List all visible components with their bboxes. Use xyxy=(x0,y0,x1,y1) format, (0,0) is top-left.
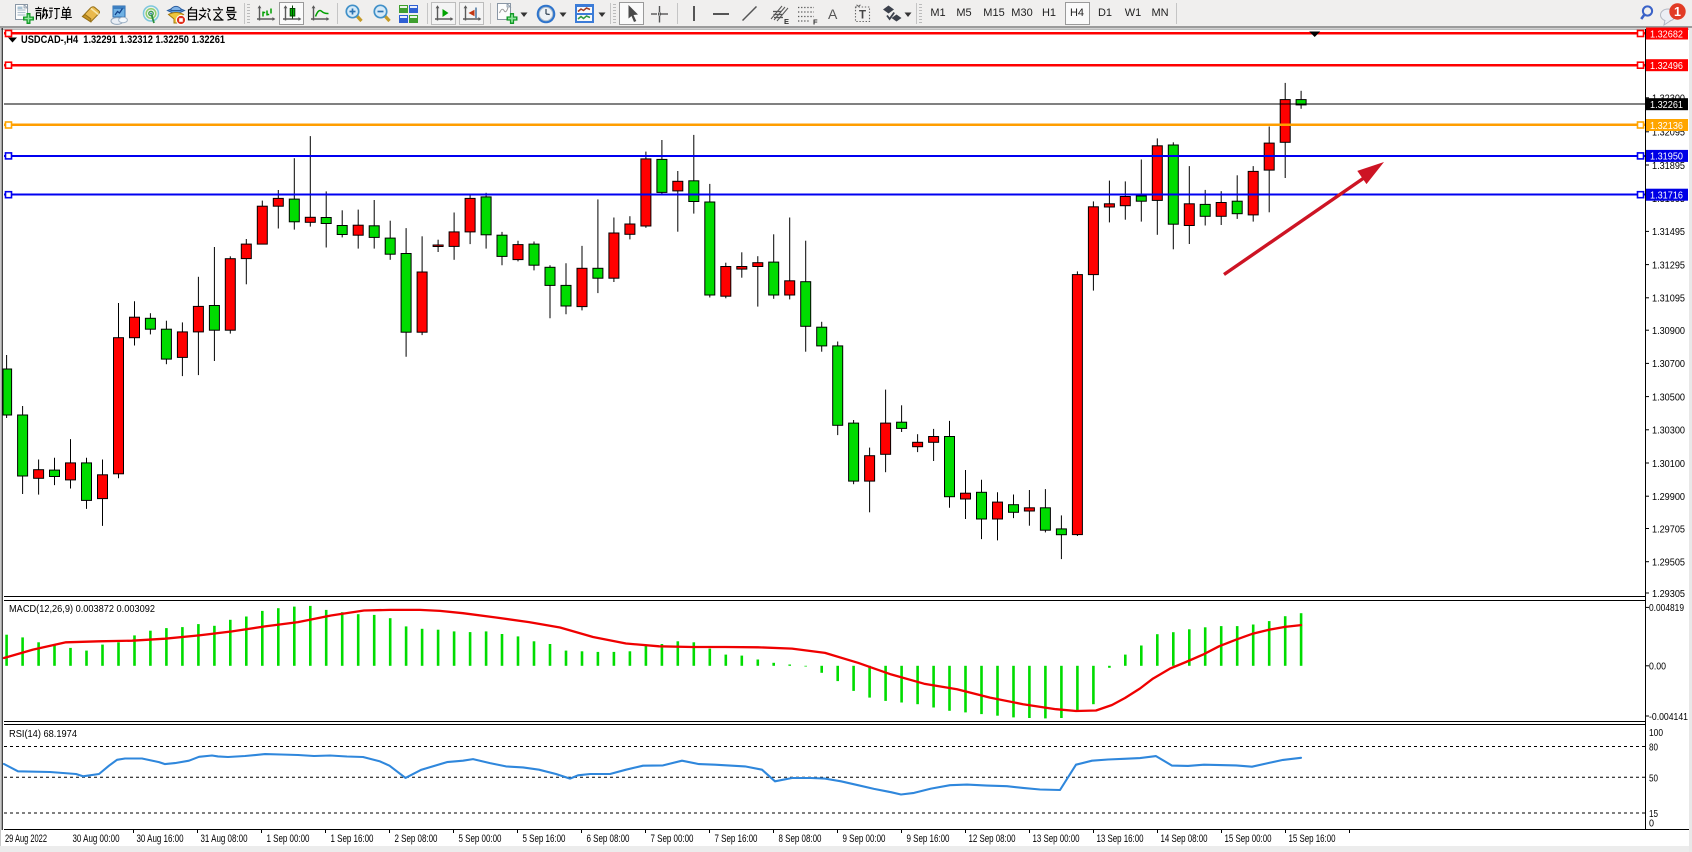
svg-text:50: 50 xyxy=(1649,772,1658,784)
svg-text:1.30700: 1.30700 xyxy=(1652,358,1685,370)
svg-text:0.00: 0.00 xyxy=(1649,661,1666,673)
svg-text:F: F xyxy=(813,18,818,26)
svg-text:E: E xyxy=(784,17,789,25)
svg-text:1.30300: 1.30300 xyxy=(1652,425,1685,437)
svg-text:MACD(12,26,9) 0.003872 0.00309: MACD(12,26,9) 0.003872 0.003092 xyxy=(9,603,155,615)
svg-text:31 Aug 08:00: 31 Aug 08:00 xyxy=(201,833,248,845)
svg-text:6 Sep 08:00: 6 Sep 08:00 xyxy=(587,833,630,845)
svg-text:5 Sep 16:00: 5 Sep 16:00 xyxy=(523,833,566,845)
svg-text:-0.004141: -0.004141 xyxy=(1649,711,1688,723)
svg-text:30 Aug 16:00: 30 Aug 16:00 xyxy=(137,833,184,845)
svg-text:1.31716: 1.31716 xyxy=(1650,190,1683,202)
svg-text:1.32136: 1.32136 xyxy=(1650,120,1683,132)
svg-text:1: 1 xyxy=(1674,5,1681,19)
svg-text:2 Sep 08:00: 2 Sep 08:00 xyxy=(395,833,438,845)
svg-text:0: 0 xyxy=(1649,818,1654,830)
svg-text:7 Sep 00:00: 7 Sep 00:00 xyxy=(651,833,694,845)
svg-text:1.31895: 1.31895 xyxy=(1652,160,1685,172)
svg-text:1.32496: 1.32496 xyxy=(1650,60,1683,72)
svg-text:1.29705: 1.29705 xyxy=(1652,523,1685,535)
svg-text:USDCAD-,H4 1.32291 1.32312 1.: USDCAD-,H4 1.32291 1.32312 1.32250 1.322… xyxy=(21,34,225,46)
svg-text:T: T xyxy=(859,10,866,22)
svg-text:1.32261: 1.32261 xyxy=(1650,99,1683,111)
svg-text:7 Sep 16:00: 7 Sep 16:00 xyxy=(715,833,758,845)
svg-text:13 Sep 00:00: 13 Sep 00:00 xyxy=(1033,833,1080,845)
svg-text:15: 15 xyxy=(1649,808,1658,820)
svg-text:1.29900: 1.29900 xyxy=(1652,491,1685,503)
svg-text:29 Aug 2022: 29 Aug 2022 xyxy=(5,833,47,845)
svg-text:14 Sep 08:00: 14 Sep 08:00 xyxy=(1161,833,1208,845)
svg-text:1.31095: 1.31095 xyxy=(1652,293,1685,305)
svg-text:1.29305: 1.29305 xyxy=(1652,588,1685,600)
svg-text:13 Sep 16:00: 13 Sep 16:00 xyxy=(1097,833,1144,845)
svg-text:RSI(14) 68.1974: RSI(14) 68.1974 xyxy=(9,728,77,740)
svg-text:100: 100 xyxy=(1649,727,1663,739)
svg-text:15 Sep 00:00: 15 Sep 00:00 xyxy=(1225,833,1272,845)
svg-text:80: 80 xyxy=(1649,742,1658,754)
svg-text:1 Sep 00:00: 1 Sep 00:00 xyxy=(267,833,310,845)
svg-text:1.29505: 1.29505 xyxy=(1652,557,1685,569)
svg-text:1.30100: 1.30100 xyxy=(1652,458,1685,470)
svg-text:8 Sep 08:00: 8 Sep 08:00 xyxy=(779,833,822,845)
svg-text:15 Sep 16:00: 15 Sep 16:00 xyxy=(1289,833,1336,845)
svg-text:1 Sep 16:00: 1 Sep 16:00 xyxy=(331,833,374,845)
svg-text:1.32682: 1.32682 xyxy=(1650,28,1683,40)
svg-text:30 Aug 00:00: 30 Aug 00:00 xyxy=(73,833,120,845)
svg-text:1.30900: 1.30900 xyxy=(1652,325,1685,337)
svg-text:1.31295: 1.31295 xyxy=(1652,259,1685,271)
svg-text:5 Sep 00:00: 5 Sep 00:00 xyxy=(459,833,502,845)
svg-text:1.31950: 1.31950 xyxy=(1650,151,1683,163)
svg-text:12 Sep 08:00: 12 Sep 08:00 xyxy=(969,833,1016,845)
svg-text:1.31495: 1.31495 xyxy=(1652,226,1685,238)
svg-text:9 Sep 16:00: 9 Sep 16:00 xyxy=(907,833,950,845)
svg-text:9 Sep 00:00: 9 Sep 00:00 xyxy=(843,833,886,845)
svg-text:0.004819: 0.004819 xyxy=(1649,602,1684,614)
svg-text:1.30500: 1.30500 xyxy=(1652,391,1685,403)
